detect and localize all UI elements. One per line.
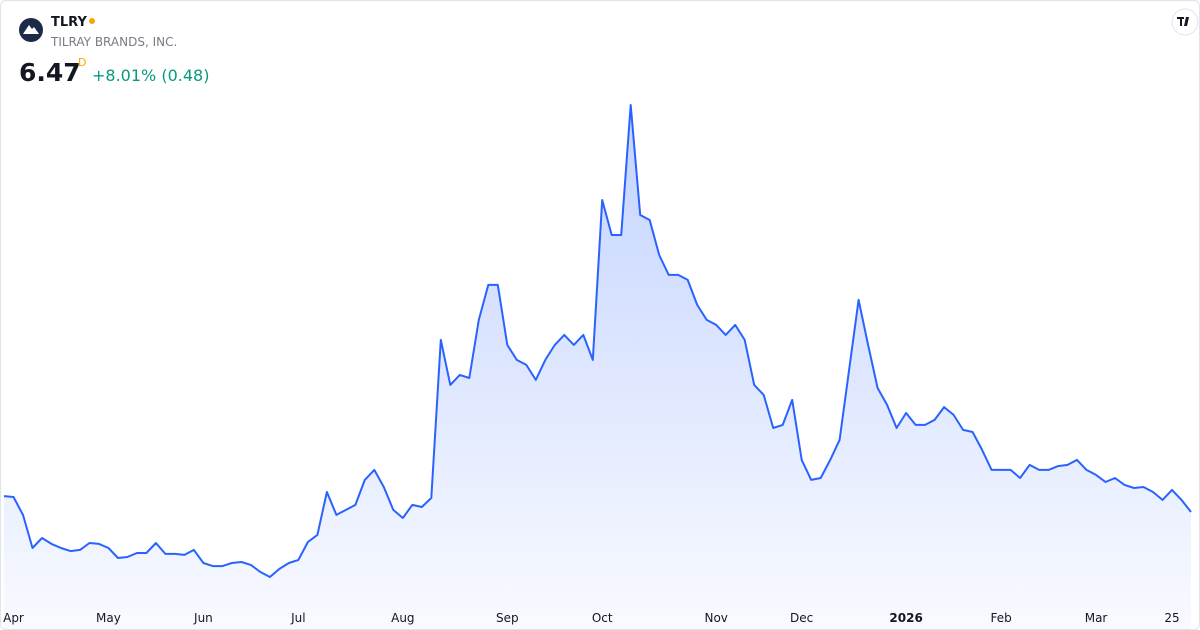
x-tick-label: Sep <box>496 611 519 625</box>
price-change: +8.01% (0.48) <box>92 66 209 85</box>
x-tick-label: Feb <box>990 611 1011 625</box>
market-status-dot <box>89 18 95 24</box>
logo <box>19 18 43 42</box>
x-tick-label: 25 <box>1164 611 1179 625</box>
x-tick-label: Apr <box>3 611 24 625</box>
x-tick-label: Mar <box>1085 611 1108 625</box>
x-tick-label: Jun <box>193 611 213 625</box>
price-line <box>3 104 1192 578</box>
ticker: TLRY <box>51 15 87 30</box>
x-tick-label: Aug <box>391 611 414 625</box>
x-tick-label: Jul <box>290 611 305 625</box>
x-tick-label: Nov <box>704 611 727 625</box>
interval: D <box>78 56 86 69</box>
price: 6.47 <box>19 58 81 87</box>
company-name: TILRAY BRANDS, INC. <box>50 35 177 49</box>
x-tick-label: Dec <box>790 611 813 625</box>
x-tick-label: Oct <box>592 611 613 625</box>
tradingview-logo[interactable] <box>1171 8 1199 36</box>
x-tick-label: 2026 <box>889 611 922 625</box>
x-tick-label: May <box>96 611 121 625</box>
price-area <box>4 105 1191 629</box>
